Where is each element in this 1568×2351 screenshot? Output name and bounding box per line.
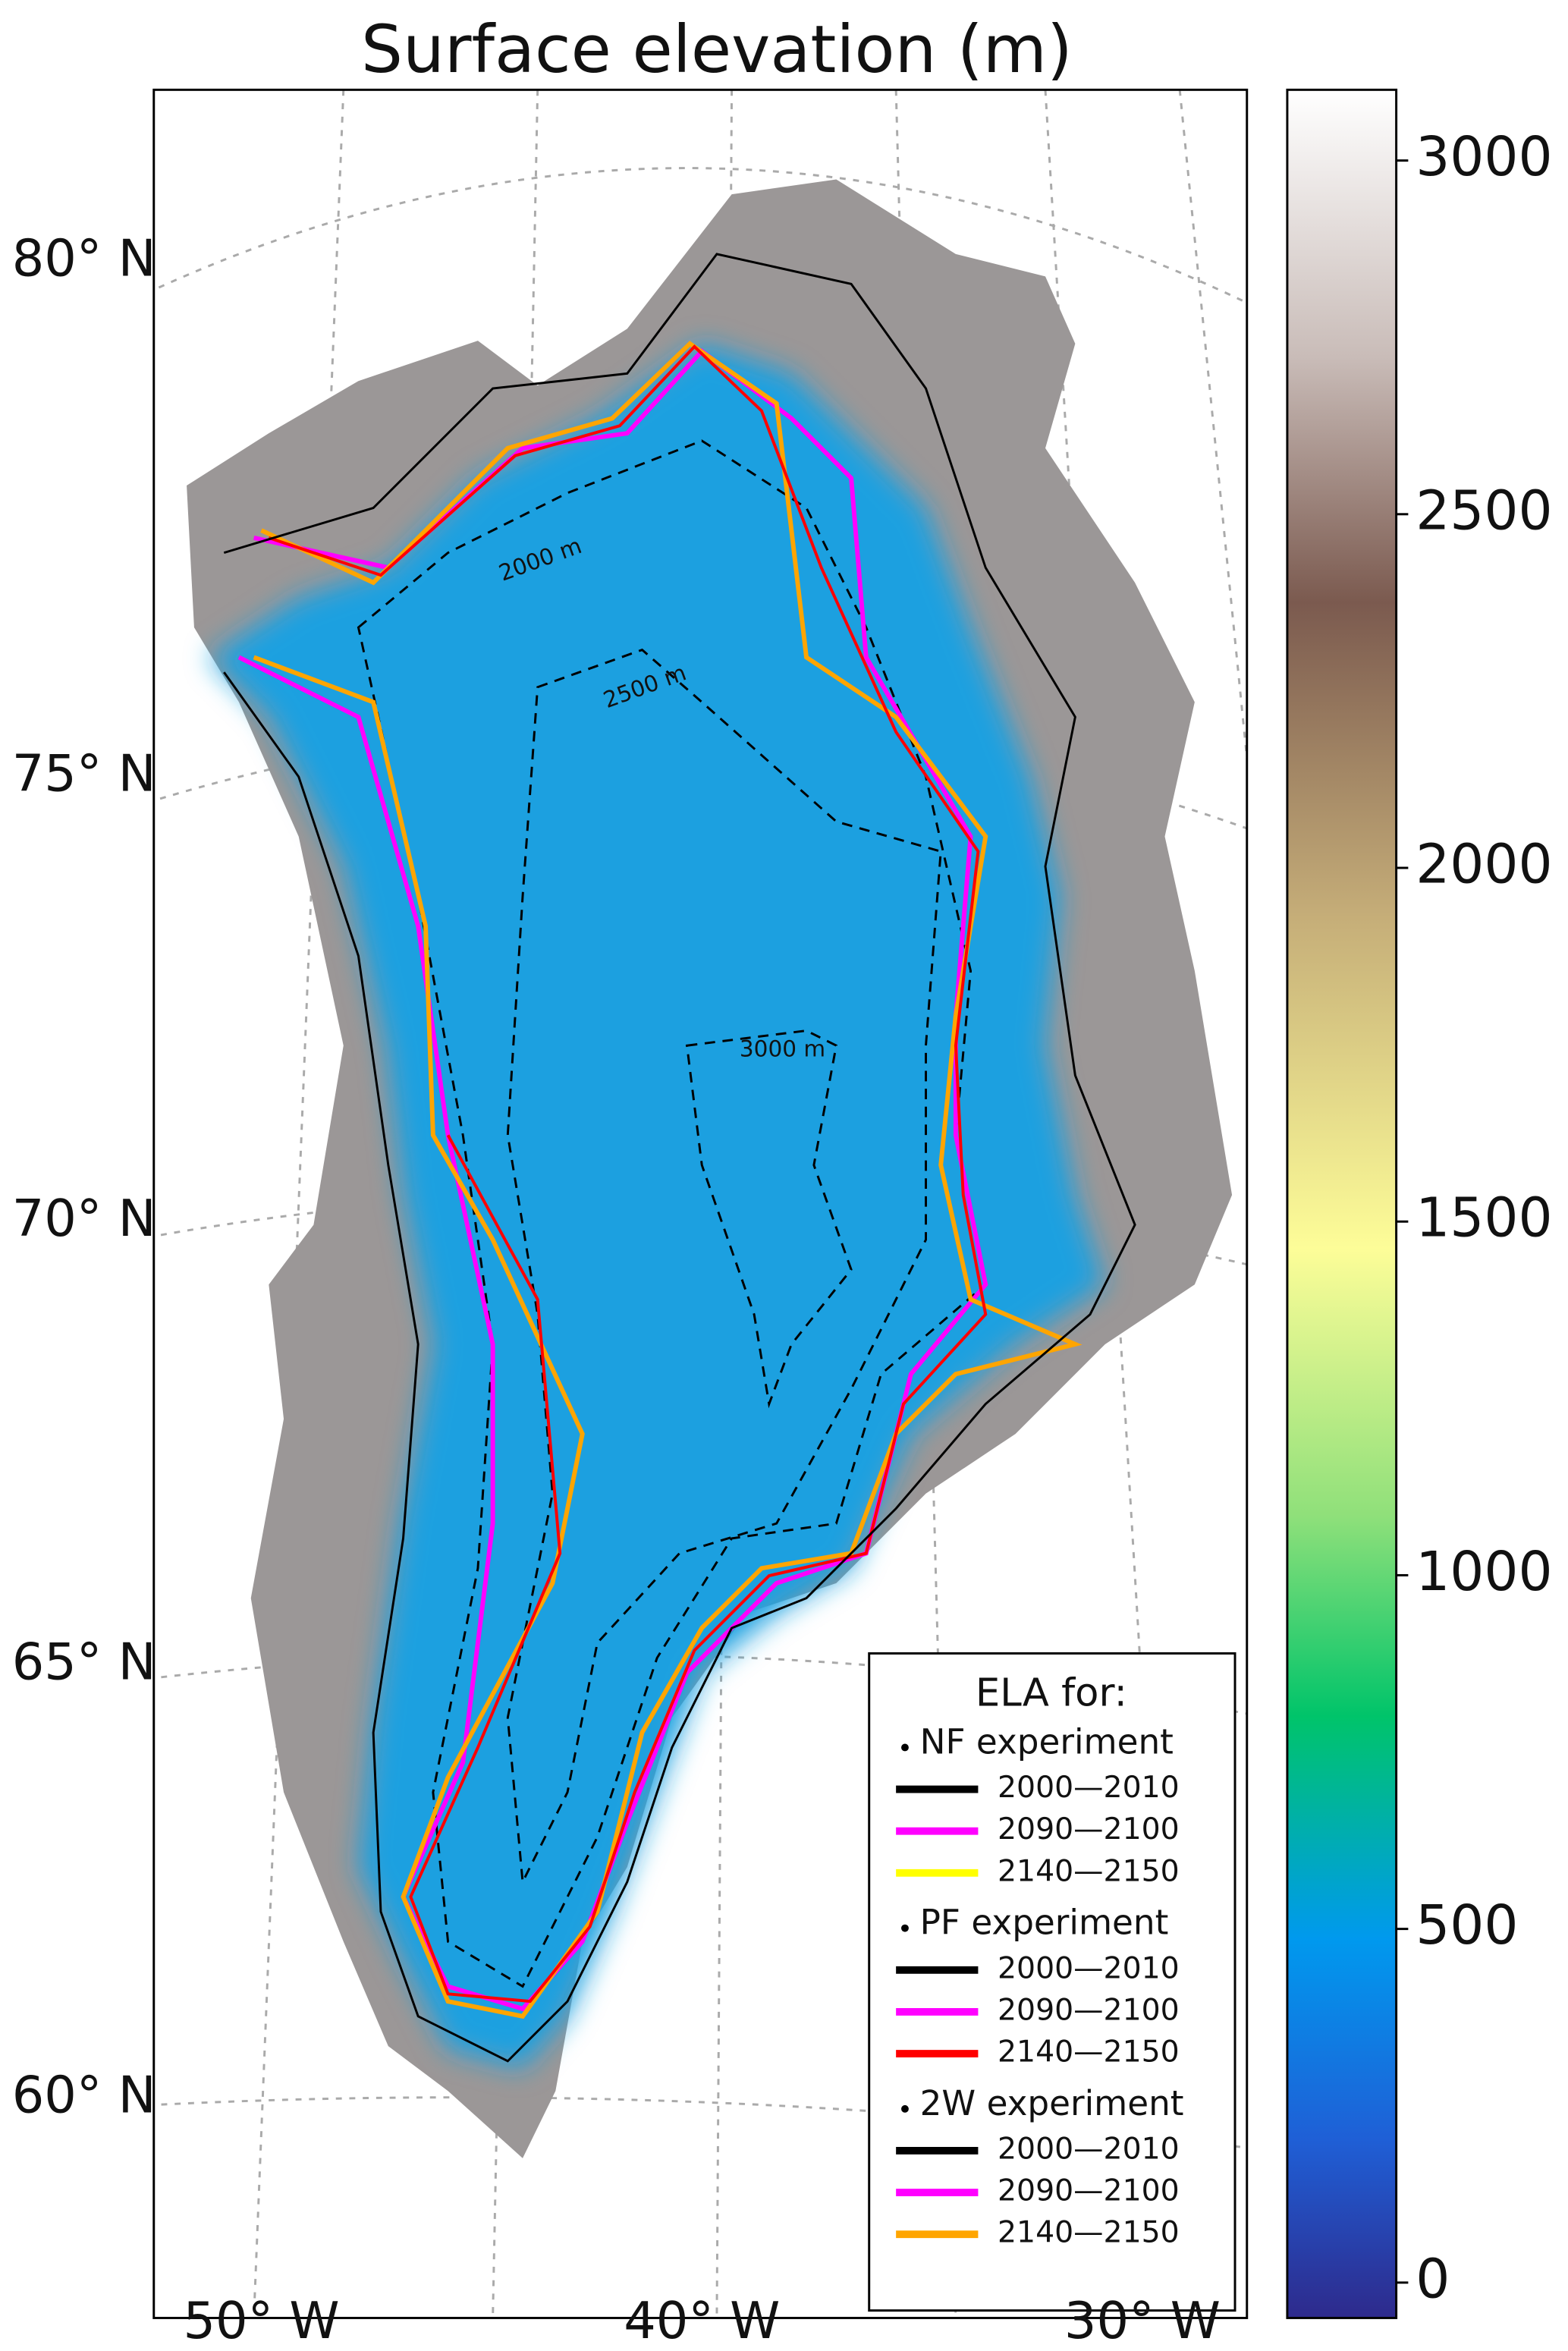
legend-label: 2090—2100 <box>998 1812 1180 1847</box>
colorbar-tick-label: 3000 <box>1416 125 1552 188</box>
latitude-label: 65° N <box>12 1633 156 1692</box>
contour-label: 3000 m <box>740 1036 825 1062</box>
legend-group-name: NF experiment <box>920 1722 1174 1762</box>
legend-label: 2140—2150 <box>998 2035 1180 2070</box>
colorbar-tick-label: 1000 <box>1416 1540 1552 1603</box>
legend-bullet <box>901 1743 909 1752</box>
colorbar-gradient <box>1286 88 1398 2319</box>
legend-group-name: PF experiment <box>920 1903 1169 1943</box>
ice-sheet <box>209 344 1105 2069</box>
legend-label: 2000—2010 <box>998 1950 1180 1985</box>
longitude-label: 50° W <box>183 2291 339 2350</box>
legend-label: 2000—2010 <box>998 1770 1180 1805</box>
legend-label: 2140—2150 <box>998 2215 1180 2250</box>
legend-title: ELA for: <box>976 1671 1127 1716</box>
legend-label: 2090—2100 <box>998 2173 1180 2208</box>
map-frame <box>152 88 1249 2319</box>
colorbar-tick-label: 1500 <box>1416 1187 1552 1249</box>
colorbar-tick-label: 0 <box>1416 2247 1450 2310</box>
legend-label: 2000—2010 <box>998 2131 1180 2166</box>
contours <box>357 439 987 1988</box>
map: 2000 m 2500 m 3000 m <box>153 90 1247 2318</box>
legend-bullet <box>901 1924 909 1932</box>
colorbar-tick-label: 500 <box>1416 1894 1518 1957</box>
latitude-label: 70° N <box>12 1189 156 1248</box>
latitude-label: 75° N <box>12 743 156 803</box>
legend-bullet <box>901 2104 909 2113</box>
colorbar-tick-label: 2000 <box>1416 833 1552 896</box>
legend: ELA for: NF experiment 2000—2010 2090—2100… <box>868 1652 1236 2312</box>
ela-lines <box>223 253 1136 2063</box>
longitude-label: 30° W <box>1064 2291 1221 2350</box>
longitude-label: 40° W <box>624 2291 780 2350</box>
colorbar: 0 500 1000 1500 2000 2500 3000 <box>1286 88 1553 2319</box>
legend-box <box>868 1652 1236 2312</box>
legend-label: 2140—2150 <box>998 1853 1180 1888</box>
title: Surface elevation (m) <box>361 12 1073 88</box>
legend-label: 2090—2100 <box>998 1992 1180 2027</box>
latitude-label: 60° N <box>12 2066 156 2125</box>
legend-group-name: 2W experiment <box>920 2083 1184 2123</box>
colorbar-tick-label: 2500 <box>1416 479 1552 542</box>
latitude-label: 80° N <box>12 228 156 288</box>
